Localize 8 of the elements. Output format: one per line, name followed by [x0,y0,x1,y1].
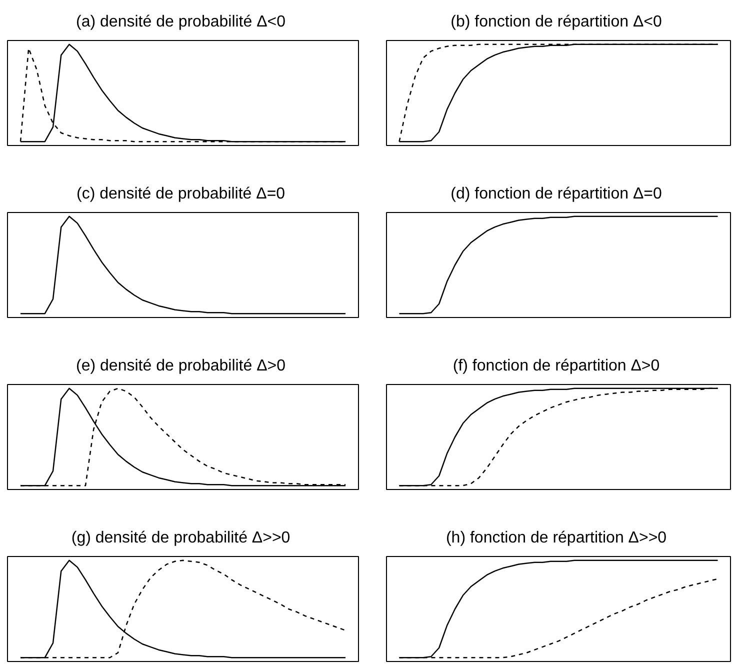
chart-title: (c) densité de probabilité Δ=0 [76,186,286,202]
chart-title: (d) fonction de répartition Δ=0 [450,186,662,202]
chart-title: (e) densité de probabilité Δ>0 [76,358,286,374]
chart-title: (h) fonction de répartition Δ>>0 [446,530,667,546]
chart-title: (g) densité de probabilité Δ>>0 [71,530,290,546]
chart-title: (a) densité de probabilité Δ<0 [76,14,286,30]
chart-title: (b) fonction de répartition Δ<0 [450,14,662,30]
chart-title: (f) fonction de répartition Δ>0 [452,358,660,374]
